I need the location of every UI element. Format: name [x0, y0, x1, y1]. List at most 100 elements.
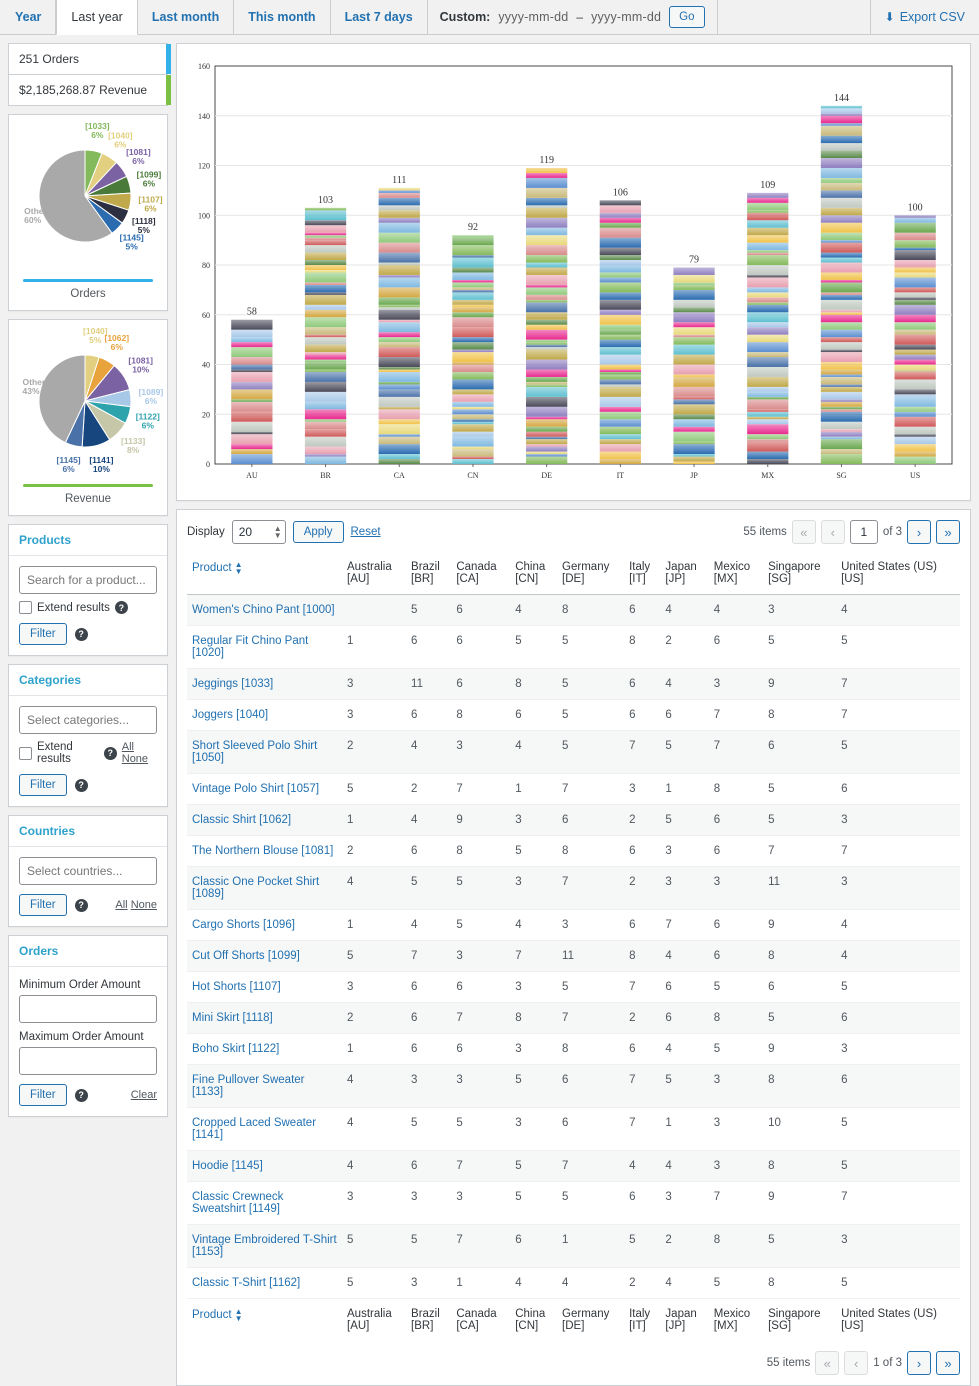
categories-all-link[interactable]: All: [121, 741, 134, 753]
products-extend-results-row[interactable]: Extend results ?: [19, 601, 157, 614]
product-name-cell[interactable]: Fine Pullover Sweater [1133]: [187, 1064, 342, 1108]
product-link[interactable]: Regular Fit Chino Pant [1020]: [192, 635, 309, 659]
date-to-input[interactable]: yyyy-mm-dd: [591, 10, 662, 24]
value-cell-us: 5: [836, 625, 960, 669]
product-name-cell[interactable]: Hot Shorts [1107]: [187, 971, 342, 1003]
products-filter-button[interactable]: Filter: [19, 623, 67, 645]
product-name-cell[interactable]: Vintage Embroidered T-Shirt [1153]: [187, 1224, 342, 1268]
apply-button[interactable]: Apply: [292, 521, 344, 543]
product-name-cell[interactable]: Cut Off Shorts [1099]: [187, 940, 342, 972]
column-header-country: Japan: [665, 1308, 697, 1320]
next-page-button-top[interactable]: ›: [907, 520, 931, 544]
next-page-button-bottom[interactable]: ›: [907, 1351, 931, 1375]
first-page-button-top[interactable]: «: [791, 520, 816, 544]
help-icon[interactable]: ?: [74, 778, 88, 792]
column-header-au: Australia [AU]: [342, 552, 407, 595]
product-link[interactable]: Cropped Laced Sweater [1141]: [192, 1117, 317, 1141]
categories-all-none: All None: [122, 741, 157, 765]
product-name-cell[interactable]: Cargo Shorts [1096]: [187, 909, 342, 941]
product-name-cell[interactable]: Hoodie [1145]: [187, 1150, 342, 1182]
product-sort-link[interactable]: Product ▲ ▼: [192, 561, 243, 576]
help-icon[interactable]: ?: [103, 746, 117, 760]
tab-year-label: Year: [15, 9, 42, 24]
product-sort-link[interactable]: Product ▲ ▼: [192, 1308, 243, 1323]
product-name-cell[interactable]: Regular Fit Chino Pant [1020]: [187, 625, 342, 669]
product-search-input[interactable]: [19, 566, 157, 594]
go-button[interactable]: Go: [669, 5, 705, 29]
product-name-cell[interactable]: Classic T-Shirt [1162]: [187, 1267, 342, 1299]
orders-clear-link[interactable]: Clear: [130, 1089, 157, 1101]
product-link[interactable]: Classic Crewneck Sweatshirt [1149]: [192, 1191, 284, 1215]
tab-last-7-days[interactable]: Last 7 days: [330, 0, 428, 34]
tab-this-month[interactable]: This month: [234, 0, 331, 34]
product-link[interactable]: Boho Skirt [1122]: [192, 1043, 280, 1055]
last-page-button-bottom[interactable]: »: [936, 1351, 960, 1375]
product-link[interactable]: Jeggings [1033]: [192, 678, 274, 690]
max-order-amount-input[interactable]: [19, 1047, 157, 1075]
column-header-product[interactable]: Product ▲ ▼: [187, 1298, 342, 1341]
product-name-cell[interactable]: Women's Chino Pant [1000]: [187, 594, 342, 626]
product-link[interactable]: Cut Off Shorts [1099]: [192, 950, 300, 962]
product-link[interactable]: Vintage Polo Shirt [1057]: [192, 783, 320, 795]
help-icon[interactable]: ?: [74, 1088, 88, 1102]
countries-none-link[interactable]: None: [130, 899, 157, 911]
product-name-cell[interactable]: Classic Crewneck Sweatshirt [1149]: [187, 1181, 342, 1225]
value-cell-ca: 6: [451, 594, 511, 626]
product-link[interactable]: Fine Pullover Sweater [1133]: [192, 1074, 305, 1098]
product-name-cell[interactable]: Classic Shirt [1062]: [187, 804, 342, 836]
product-name-cell[interactable]: Short Sleeved Polo Shirt [1050]: [187, 730, 342, 774]
help-icon[interactable]: ?: [114, 601, 128, 614]
product-name-cell[interactable]: Vintage Polo Shirt [1057]: [187, 773, 342, 805]
product-name-cell[interactable]: The Northern Blouse [1081]: [187, 835, 342, 867]
categories-extend-results-row[interactable]: Extend results ? All None: [19, 741, 157, 765]
categories-extend-checkbox[interactable]: [19, 746, 32, 760]
product-name-cell[interactable]: Classic One Pocket Shirt [1089]: [187, 866, 342, 910]
last-page-button-top[interactable]: »: [936, 520, 960, 544]
reset-link[interactable]: Reset: [350, 526, 381, 538]
product-link[interactable]: The Northern Blouse [1081]: [192, 845, 334, 857]
value-cell-br: 5: [406, 1107, 452, 1151]
stepper-icon[interactable]: ▲ ▼: [273, 524, 282, 540]
prev-page-button-bottom[interactable]: ‹: [844, 1351, 869, 1375]
product-link[interactable]: Classic One Pocket Shirt [1089]: [192, 876, 320, 900]
product-link[interactable]: Short Sleeved Polo Shirt [1050]: [192, 740, 318, 764]
product-name-cell[interactable]: Boho Skirt [1122]: [187, 1033, 342, 1065]
tab-year[interactable]: Year: [0, 0, 57, 34]
product-name-cell[interactable]: Mini Skirt [1118]: [187, 1002, 342, 1034]
countries-all-link[interactable]: All: [115, 899, 128, 911]
column-header-product[interactable]: Product ▲ ▼: [187, 552, 342, 595]
product-name-cell[interactable]: Cropped Laced Sweater [1141]: [187, 1107, 342, 1151]
product-link[interactable]: Hoodie [1145]: [192, 1160, 263, 1172]
product-link[interactable]: Mini Skirt [1118]: [192, 1012, 273, 1024]
product-link[interactable]: Women's Chino Pant [1000]: [192, 604, 335, 616]
value-cell-ca: 6: [451, 625, 511, 669]
current-page-input-top[interactable]: [849, 520, 878, 544]
help-icon[interactable]: ?: [74, 898, 88, 912]
column-header-us: United States (US) [US]: [836, 552, 960, 595]
product-link[interactable]: Vintage Embroidered T-Shirt [1153]: [192, 1234, 337, 1258]
prev-page-button-top[interactable]: ‹: [820, 520, 845, 544]
date-from-input[interactable]: yyyy-mm-dd: [498, 10, 569, 24]
tab-last-month[interactable]: Last month: [137, 0, 235, 34]
product-link[interactable]: Cargo Shorts [1096]: [192, 919, 295, 931]
product-link[interactable]: Joggers [1040]: [192, 709, 269, 721]
categories-select-input[interactable]: [19, 706, 157, 734]
min-order-amount-input[interactable]: [19, 995, 157, 1023]
product-name-cell[interactable]: Jeggings [1033]: [187, 668, 342, 700]
export-csv-button[interactable]: ⬇ Export CSV: [869, 0, 979, 34]
products-extend-checkbox[interactable]: [19, 601, 32, 614]
orders-filter-button[interactable]: Filter: [19, 1084, 67, 1106]
categories-none-link[interactable]: None: [121, 753, 149, 765]
value-cell-us: 7: [836, 668, 960, 700]
product-link[interactable]: Hot Shorts [1107]: [192, 981, 281, 993]
product-link[interactable]: Classic Shirt [1062]: [192, 814, 292, 826]
categories-filter-button[interactable]: Filter: [19, 774, 67, 796]
tab-last-year[interactable]: Last year: [56, 0, 138, 35]
product-name-cell[interactable]: Joggers [1040]: [187, 699, 342, 731]
product-link[interactable]: Classic T-Shirt [1162]: [192, 1277, 301, 1289]
first-page-button-bottom[interactable]: «: [815, 1351, 840, 1375]
help-icon[interactable]: ?: [74, 627, 88, 641]
countries-select-input[interactable]: [19, 857, 157, 885]
display-count-input[interactable]: [231, 520, 286, 544]
countries-filter-button[interactable]: Filter: [19, 894, 67, 916]
